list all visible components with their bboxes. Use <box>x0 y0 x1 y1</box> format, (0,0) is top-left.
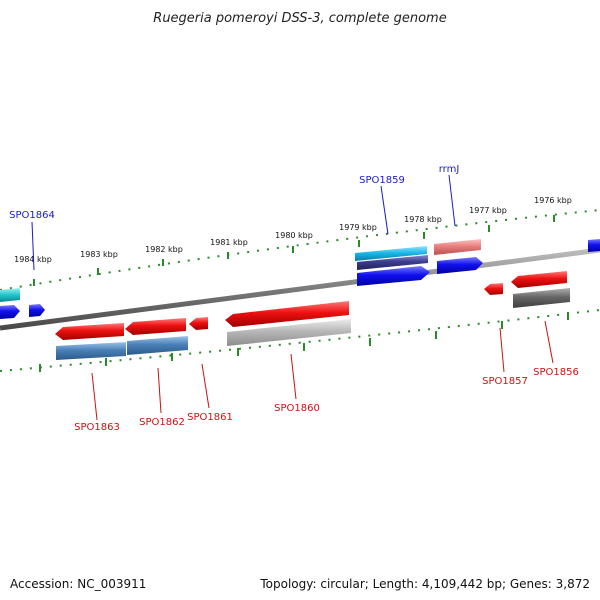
gene-callouts: SPO1864 SPO1859 rrmJ SPO1863 SPO1862 SPO… <box>9 164 579 433</box>
label-spo1863[interactable]: SPO1863 <box>74 422 120 433</box>
gene-spo1864-rna[interactable] <box>0 288 20 302</box>
accession-text: Accession: NC_003911 <box>10 577 147 591</box>
gene-spo1859-cds[interactable] <box>357 255 428 270</box>
tick-label: 1982 kbp <box>145 245 183 254</box>
gene-forward-small[interactable] <box>29 304 45 317</box>
label-spo1857[interactable]: SPO1857 <box>482 376 528 387</box>
tick-label: 1979 kbp <box>339 223 377 232</box>
label-spo1860[interactable]: SPO1860 <box>274 403 320 414</box>
label-rrmj[interactable]: rrmJ <box>439 164 460 175</box>
gene-spo1859-rna[interactable] <box>355 246 427 261</box>
gene-spo1863[interactable] <box>55 323 124 340</box>
gene-spo1857[interactable] <box>484 283 503 295</box>
tick-label: 1976 kbp <box>534 196 572 205</box>
tick-label: 1984 kbp <box>14 255 52 264</box>
reverse-strand-genes <box>55 271 570 360</box>
gene-spo1856[interactable] <box>511 271 567 288</box>
forward-strand-genes <box>0 239 600 319</box>
gene-spo1860-cds[interactable] <box>227 319 351 346</box>
label-spo1856[interactable]: SPO1856 <box>533 367 579 378</box>
genome-summary-text: Topology: circular; Length: 4,109,442 bp… <box>260 577 590 591</box>
tick-label: 1980 kbp <box>275 231 313 240</box>
gene-spo1859[interactable] <box>357 266 430 286</box>
upper-scale: 1984 kbp 1983 kbp 1982 kbp 1981 kbp 1980… <box>0 196 600 291</box>
label-spo1859[interactable]: SPO1859 <box>359 175 405 186</box>
gene-spo1862-cds[interactable] <box>127 336 188 355</box>
map-title: Ruegeria pomeroyi DSS-3, complete genome <box>153 11 446 26</box>
gene-spo1864[interactable] <box>0 305 20 319</box>
gene-spo1860[interactable] <box>225 301 349 327</box>
tick-label: 1978 kbp <box>404 215 442 224</box>
label-spo1861[interactable]: SPO1861 <box>187 412 233 423</box>
gene-spo1863-cds[interactable] <box>56 342 126 360</box>
gene-rrmj[interactable] <box>437 257 483 274</box>
label-spo1864[interactable]: SPO1864 <box>9 210 55 221</box>
gene-spo1861[interactable] <box>189 317 208 330</box>
gene-spo1862[interactable] <box>125 318 186 335</box>
tick-label: 1983 kbp <box>80 250 118 259</box>
label-spo1862[interactable]: SPO1862 <box>139 417 185 428</box>
tick-label: 1981 kbp <box>210 238 248 247</box>
tick-label: 1977 kbp <box>469 206 507 215</box>
genome-backbone <box>0 247 600 331</box>
gene-spo1856-cds[interactable] <box>513 288 570 308</box>
lower-scale <box>0 309 600 372</box>
gene-forward-right-edge[interactable] <box>588 239 600 252</box>
gene-rrmj-rna[interactable] <box>434 239 481 255</box>
